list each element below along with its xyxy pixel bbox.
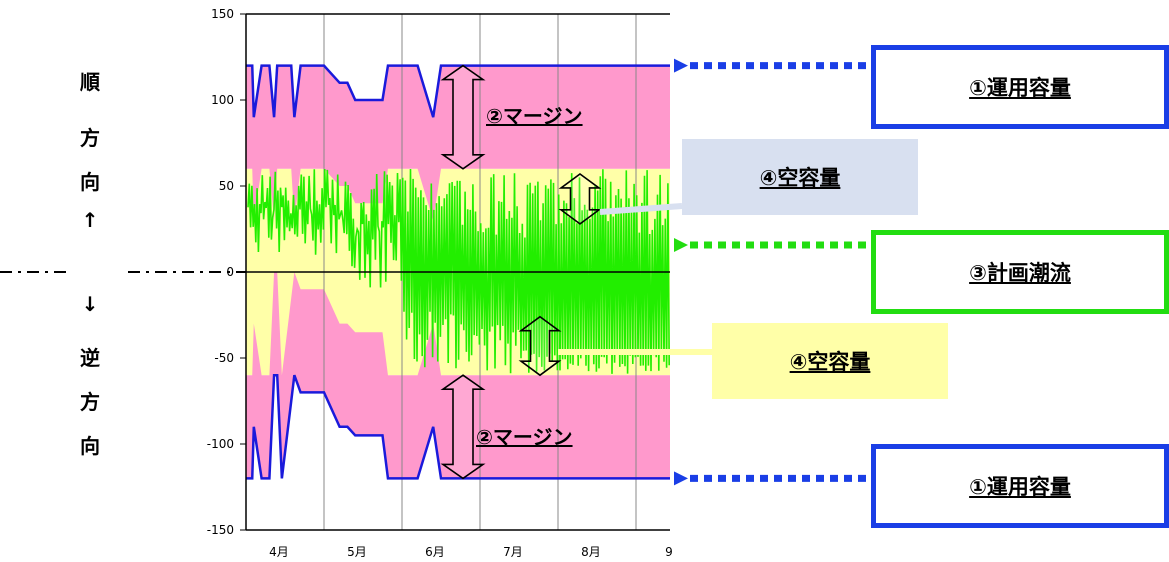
x-tick-label: 5月 (347, 545, 367, 559)
x-tick-label: 7月 (503, 545, 523, 559)
planned-flow-series (247, 168, 670, 374)
y-tick-label: -50 (214, 351, 234, 365)
planned-flow-callout: ③計画潮流 (871, 230, 1169, 314)
capacity-callout-top: ①運用容量 (871, 45, 1169, 129)
forward-margin-arrow (440, 64, 486, 170)
forward-label-2: 方 (80, 126, 100, 150)
y-tick-label: 50 (219, 179, 234, 193)
forward-arrow-up: ↑ (81, 208, 99, 232)
x-tick-label: 8月 (581, 545, 601, 559)
reverse-empty-arrow (518, 315, 562, 377)
forward-margin-label: ②マージン (486, 104, 583, 128)
x-tick-label: 9 (665, 545, 673, 559)
reverse-label-2: 方 (80, 390, 100, 414)
forward-label-1: 順 (80, 70, 100, 94)
forward-capacity-line (246, 64, 670, 118)
reverse-margin-label: ②マージン (476, 425, 573, 449)
reverse-label-1: 逆 (80, 346, 100, 370)
x-tick-label: 4月 (269, 545, 289, 559)
empty-top-connector (599, 203, 683, 215)
empty-capacity-callout-top: ④空容量 (682, 139, 918, 215)
y-tick-label: -100 (207, 437, 234, 451)
empty-capacity-callout-bottom: ④空容量 (712, 323, 948, 399)
forward-label-3: 向 (80, 170, 100, 194)
reverse-arrow-down: ↓ (81, 292, 99, 316)
reverse-margin-band (246, 272, 670, 479)
y-tick-label: 150 (211, 7, 234, 21)
y-tick-label: -150 (207, 523, 234, 537)
y-tick-label: 100 (211, 93, 234, 107)
forward-margin-band (246, 65, 670, 221)
forward-empty-arrow (558, 172, 602, 225)
x-tick-label: 6月 (425, 545, 445, 559)
y-tick-label: 0 (226, 265, 234, 279)
reverse-label-3: 向 (80, 434, 100, 458)
capacity-callout-bottom: ①運用容量 (871, 444, 1169, 528)
reverse-margin-arrow (440, 374, 486, 480)
reverse-capacity-line (246, 373, 670, 480)
